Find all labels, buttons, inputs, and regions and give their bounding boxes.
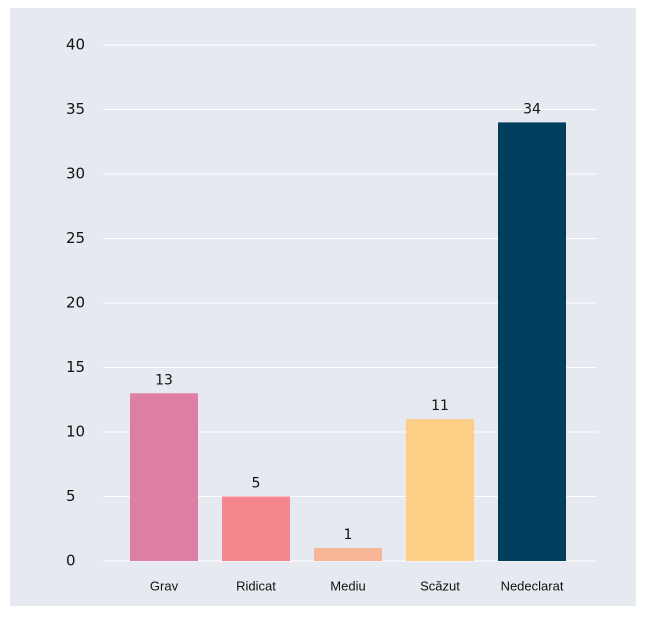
value-label: 5	[252, 476, 261, 492]
y-tick-label: 35	[66, 100, 85, 118]
y-tick-label: 30	[66, 165, 85, 183]
y-tick-label: 20	[66, 294, 85, 312]
x-tick-label: Nedeclarat	[501, 578, 564, 593]
bar	[498, 122, 566, 562]
bar	[406, 419, 474, 561]
y-tick-label: 0	[66, 552, 76, 570]
x-tick-label: Mediu	[330, 578, 365, 593]
y-tick-label: 5	[66, 487, 76, 505]
y-tick-label: 40	[66, 36, 85, 54]
value-label: 34	[523, 101, 541, 117]
y-tick-label: 10	[66, 423, 85, 441]
y-tick-label: 15	[66, 358, 85, 376]
x-tick-label: Scăzut	[420, 578, 460, 593]
x-tick-label: Ridicat	[236, 578, 276, 593]
value-label: 11	[431, 398, 449, 414]
value-label: 1	[344, 527, 353, 543]
value-label: 13	[155, 372, 173, 388]
x-tick-label: Grav	[150, 578, 179, 593]
y-tick-label: 25	[66, 229, 85, 247]
bar	[222, 496, 290, 561]
bar	[130, 393, 198, 561]
bar	[314, 548, 382, 561]
